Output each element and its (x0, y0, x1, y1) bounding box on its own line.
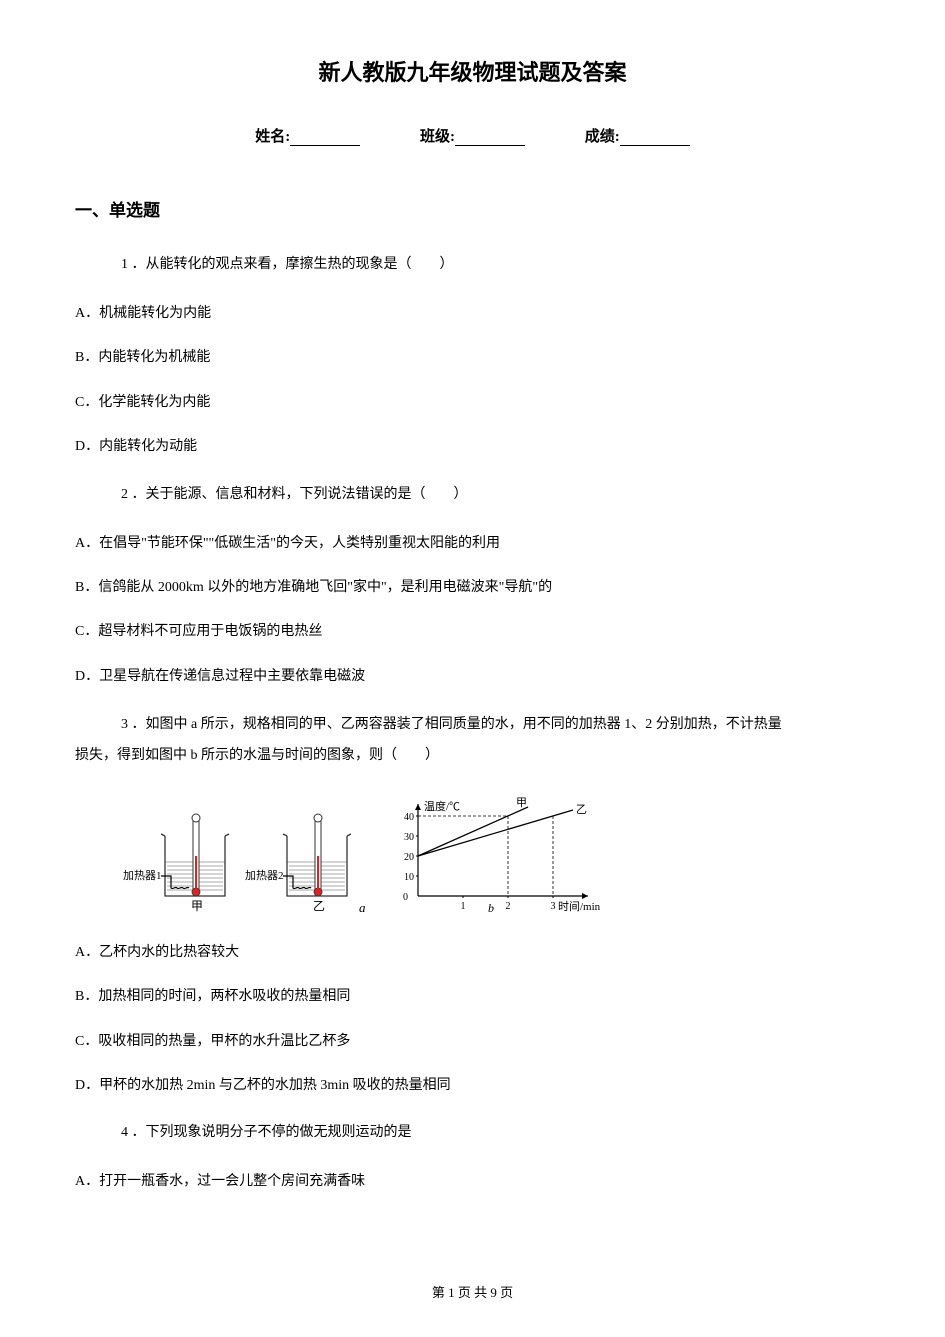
section-header: 一、单选题 (75, 196, 870, 221)
q2-option-a: A．在倡导"节能环保""低碳生活"的今天，人类特别重视太阳能的利用 (75, 533, 870, 555)
q3-option-a: A．乙杯内水的比热容较大 (75, 942, 870, 964)
ytick-30: 30 (404, 832, 414, 843)
q1-option-d: D．内能转化为动能 (75, 436, 870, 458)
line-yi-label: 乙 (576, 803, 587, 816)
footer-suffix: 页 (497, 1285, 513, 1300)
figure-a-label: a (359, 900, 366, 916)
ytick-10: 10 (404, 872, 414, 883)
xtick-1: 1 (460, 901, 465, 912)
q3-stem-line2: 损失，得到如图中 b 所示的水温与时间的图象，则（ ） (75, 741, 439, 772)
name-blank (290, 145, 360, 146)
heater1-label: 加热器1 (123, 869, 162, 882)
q1-option-a: A．机械能转化为内能 (75, 303, 870, 325)
q3-figure: 加热器1 甲 (121, 796, 870, 916)
q1-stem: 1 ．从能转化的观点来看，摩擦生热的现象是（ ） (121, 251, 870, 279)
score-blank (620, 145, 690, 146)
score-label: 成绩: (585, 129, 620, 145)
heater2-label: 加热器2 (245, 869, 284, 882)
q2-option-c: C．超导材料不可应用于电饭锅的电热丝 (75, 621, 870, 643)
class-blank (455, 145, 525, 146)
q1-option-c: C．化学能转化为内能 (75, 392, 870, 414)
q3-option-d: D．甲杯的水加热 2min 与乙杯的水加热 3min 吸收的热量相同 (75, 1075, 870, 1097)
student-info-line: 姓名: 班级: 成绩: (75, 125, 870, 146)
q1-option-b: B．内能转化为机械能 (75, 347, 870, 369)
ytick-0: 0 (403, 892, 408, 903)
ytick-40: 40 (404, 812, 414, 823)
xtick-2: 2 (505, 901, 510, 912)
class-field: 班级: (420, 125, 525, 146)
beaker-yi-diagram: 加热器2 乙 (243, 806, 353, 916)
score-field: 成绩: (585, 125, 690, 146)
q2-stem: 2 ．关于能源、信息和材料，下列说法错误的是（ ） (121, 481, 870, 509)
q3-stem-line1: 3 ．如图中 a 所示，规格相同的甲、乙两容器装了相同质量的水，用不同的加热器 … (121, 717, 782, 732)
document-title: 新人教版九年级物理试题及答案 (75, 55, 870, 87)
page-footer: 第 1 页 共 9 页 (0, 1282, 945, 1301)
temp-time-chart: 温度/℃ 时间/min 0 10 20 30 40 1 2 3 (388, 796, 608, 916)
chart-x-label: 时间/min (558, 900, 601, 913)
name-field: 姓名: (255, 125, 360, 146)
q2-option-d: D．卫星导航在传递信息过程中主要依靠电磁波 (75, 666, 870, 688)
q2-option-b: B．信鸽能从 2000km 以外的地方准确地飞回"家中"，是利用电磁波来"导航"… (75, 577, 870, 599)
beaker-jia-sublabel: 甲 (191, 899, 203, 913)
q3-option-b: B．加热相同的时间，两杯水吸收的热量相同 (75, 986, 870, 1008)
ytick-20: 20 (404, 852, 414, 863)
name-label: 姓名: (255, 129, 290, 145)
footer-mid: 页 共 (455, 1285, 491, 1300)
q3-option-c: C．吸收相同的热量，甲杯的水升温比乙杯多 (75, 1031, 870, 1053)
xtick-3: 3 (550, 901, 555, 912)
footer-prefix: 第 (432, 1285, 448, 1300)
beaker-yi-sublabel: 乙 (313, 899, 325, 913)
class-label: 班级: (420, 129, 455, 145)
beaker-jia-diagram: 加热器1 甲 (121, 806, 231, 916)
figure-b-label: b (488, 901, 494, 915)
chart-y-label: 温度/℃ (424, 799, 460, 813)
line-jia-label: 甲 (516, 797, 527, 809)
q3-stem: 3 ．如图中 a 所示，规格相同的甲、乙两容器装了相同质量的水，用不同的加热器 … (121, 710, 870, 772)
q4-stem: 4 ．下列现象说明分子不停的做无规则运动的是 (121, 1119, 870, 1147)
q4-option-a: A．打开一瓶香水，过一会儿整个房间充满香味 (75, 1171, 870, 1193)
